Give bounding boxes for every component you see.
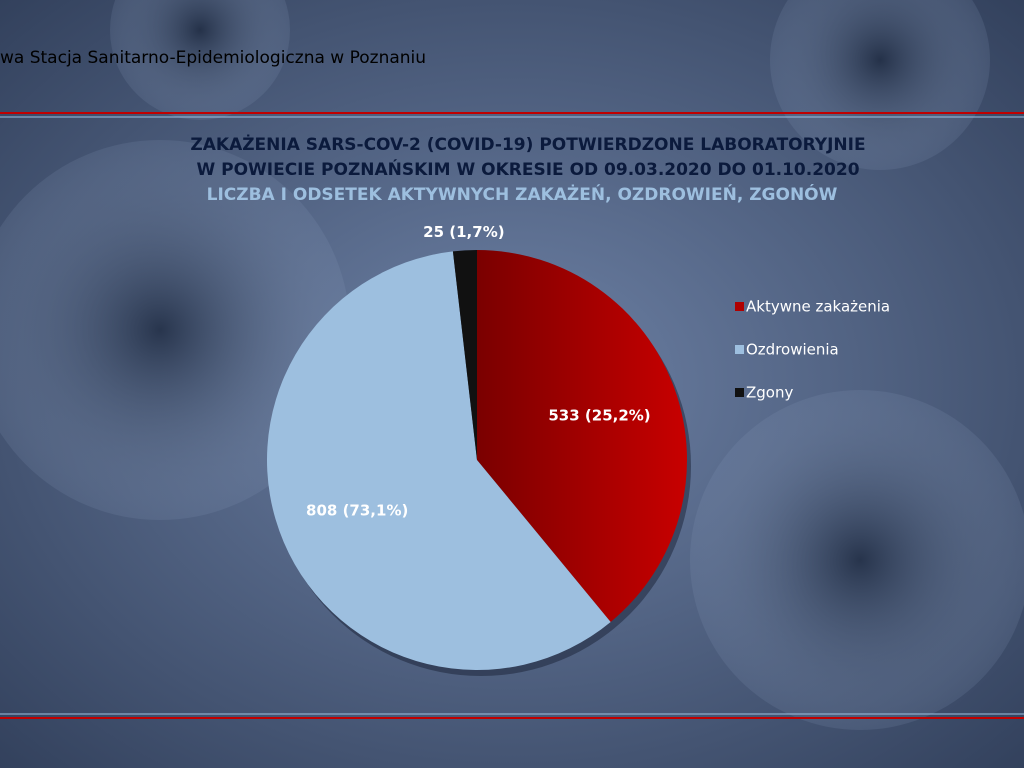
decor [770, 0, 990, 170]
legend-label: Zgony [746, 384, 793, 402]
pie-slice [452, 250, 477, 460]
data-label: 808 (73,1%) [306, 501, 408, 519]
pie-slice [267, 251, 611, 671]
legend-label: Ozdrowienia [746, 341, 839, 359]
legend-swatch [735, 345, 744, 354]
legend-swatch [735, 302, 744, 311]
data-label: 25 (1,7%) [423, 223, 504, 241]
chart-title: ZAKAŻENIA SARS-COV-2 (COVID-19) POTWIERD… [190, 133, 865, 155]
legend-label: Aktywne zakażenia [746, 298, 890, 316]
legend-swatch [735, 388, 744, 397]
decor [110, 0, 290, 120]
decor [0, 140, 350, 520]
chart-subtitle: LICZBA I ODSETEK AKTYWNYCH ZAKAŻEŃ, OZDR… [207, 183, 838, 205]
data-label: 533 (25,2%) [548, 406, 650, 424]
header: wa Stacja Sanitarno-Epidemiologiczna w P… [0, 48, 426, 68]
decor [690, 390, 1024, 730]
chart-title: W POWIECIE POZNAŃSKIM W OKRESIE OD 09.03… [196, 158, 859, 180]
pie-slice [477, 250, 688, 622]
